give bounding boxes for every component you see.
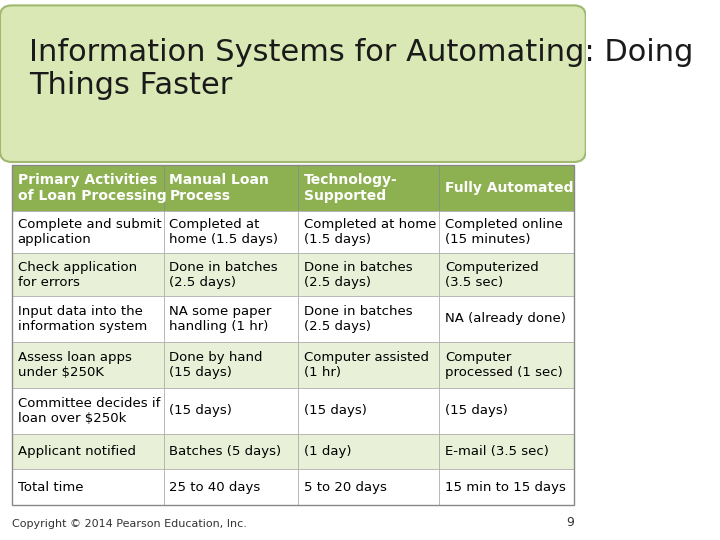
Text: Fully Automated: Fully Automated <box>445 181 573 195</box>
Text: 9: 9 <box>566 516 574 529</box>
Bar <box>12 211 163 253</box>
Text: Complete and submit
application: Complete and submit application <box>17 218 161 246</box>
Text: (15 days): (15 days) <box>305 404 367 417</box>
Bar <box>163 469 299 505</box>
Bar <box>299 165 439 211</box>
Bar <box>439 253 574 296</box>
Text: Done in batches
(2.5 days): Done in batches (2.5 days) <box>169 261 278 288</box>
Bar <box>439 296 574 342</box>
Text: Committee decides if
loan over $250k: Committee decides if loan over $250k <box>17 397 160 425</box>
Text: Batches (5 days): Batches (5 days) <box>169 446 282 458</box>
Text: Technology-
Supported: Technology- Supported <box>305 173 398 203</box>
Text: Completed at
home (1.5 days): Completed at home (1.5 days) <box>169 218 279 246</box>
Bar <box>12 388 163 434</box>
Bar <box>12 434 163 469</box>
Bar <box>299 388 439 434</box>
Text: (15 days): (15 days) <box>445 404 508 417</box>
Text: Done in batches
(2.5 days): Done in batches (2.5 days) <box>305 261 413 288</box>
Text: Computer
processed (1 sec): Computer processed (1 sec) <box>445 351 562 379</box>
Text: Primary Activities
of Loan Processing: Primary Activities of Loan Processing <box>17 173 166 203</box>
Text: Check application
for errors: Check application for errors <box>17 261 137 288</box>
Bar <box>163 296 299 342</box>
Text: Assess loan apps
under $250K: Assess loan apps under $250K <box>17 351 132 379</box>
Bar <box>439 342 574 388</box>
Bar <box>439 434 574 469</box>
Bar <box>299 211 439 253</box>
Text: Completed at home
(1.5 days): Completed at home (1.5 days) <box>305 218 437 246</box>
Bar <box>12 165 574 505</box>
Text: 25 to 40 days: 25 to 40 days <box>169 481 261 494</box>
Bar <box>12 342 163 388</box>
Bar <box>299 253 439 296</box>
Bar <box>439 211 574 253</box>
FancyBboxPatch shape <box>0 5 586 162</box>
Bar <box>299 469 439 505</box>
Bar <box>439 469 574 505</box>
Text: (1 day): (1 day) <box>305 446 352 458</box>
Text: (15 days): (15 days) <box>169 404 233 417</box>
Bar <box>163 342 299 388</box>
Bar <box>163 165 299 211</box>
Text: Done by hand
(15 days): Done by hand (15 days) <box>169 351 263 379</box>
Bar <box>12 296 163 342</box>
Bar <box>439 388 574 434</box>
Text: NA some paper
handling (1 hr): NA some paper handling (1 hr) <box>169 305 271 333</box>
Bar <box>12 253 163 296</box>
Bar <box>299 434 439 469</box>
Bar <box>12 469 163 505</box>
Bar <box>163 388 299 434</box>
Text: Total time: Total time <box>17 481 83 494</box>
Text: 5 to 20 days: 5 to 20 days <box>305 481 387 494</box>
Bar <box>163 253 299 296</box>
Bar <box>163 434 299 469</box>
Text: NA (already done): NA (already done) <box>445 312 566 326</box>
Bar <box>299 342 439 388</box>
Text: Done in batches
(2.5 days): Done in batches (2.5 days) <box>305 305 413 333</box>
Bar <box>163 211 299 253</box>
Text: Manual Loan
Process: Manual Loan Process <box>169 173 269 203</box>
Text: Computer assisted
(1 hr): Computer assisted (1 hr) <box>305 351 429 379</box>
Text: Computerized
(3.5 sec): Computerized (3.5 sec) <box>445 261 539 288</box>
Bar <box>439 165 574 211</box>
Text: E-mail (3.5 sec): E-mail (3.5 sec) <box>445 446 549 458</box>
Text: Input data into the
information system: Input data into the information system <box>17 305 147 333</box>
Bar <box>12 165 163 211</box>
Bar <box>299 296 439 342</box>
Text: Completed online
(15 minutes): Completed online (15 minutes) <box>445 218 563 246</box>
Text: 15 min to 15 days: 15 min to 15 days <box>445 481 566 494</box>
Text: Copyright © 2014 Pearson Education, Inc.: Copyright © 2014 Pearson Education, Inc. <box>12 519 246 529</box>
Text: Applicant notified: Applicant notified <box>17 446 135 458</box>
Text: Information Systems for Automating: Doing
Things Faster: Information Systems for Automating: Doin… <box>30 38 693 100</box>
